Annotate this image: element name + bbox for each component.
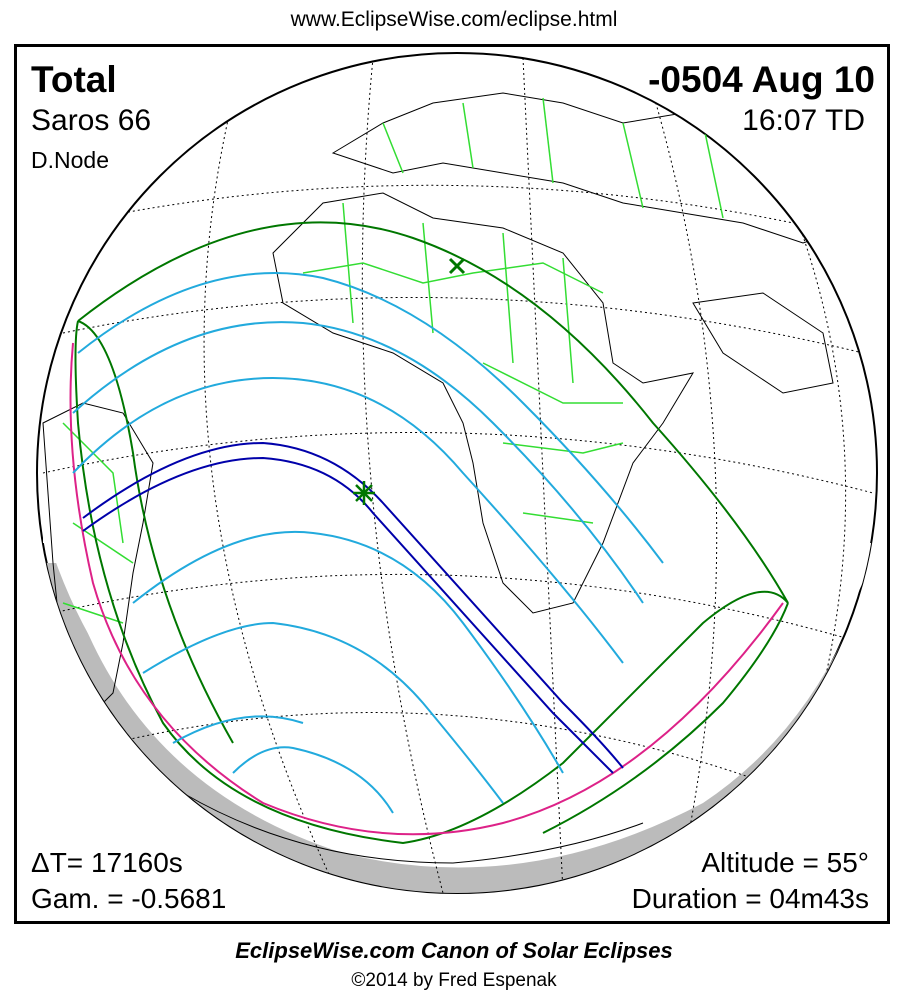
saros-number: Saros 66 (31, 104, 152, 137)
coastlines (42, 92, 834, 864)
sunrise-sunset-curve (69, 342, 784, 836)
antarctica-coast (182, 792, 644, 864)
terminator-fill-inner (43, 523, 877, 848)
penumbral-east-loop (74, 320, 789, 845)
greatest-eclipse-star-icon (353, 481, 375, 505)
eclipse-map-frame: Total -0504 Aug 10 Saros 66 16:07 TD D.N… (14, 44, 890, 924)
footer-copyright: ©2014 by Fred Espenak (351, 970, 557, 991)
footer-title: EclipseWise.com Canon of Solar Eclipses (235, 938, 673, 963)
northern-penumbral-limit (77, 221, 789, 604)
totality-north-limit (82, 441, 624, 769)
eclipse-time: 16:07 TD (742, 104, 865, 137)
arabia-coast (692, 292, 834, 394)
rise-set-lobe (77, 320, 234, 744)
sun-altitude: Altitude = 55° (701, 847, 869, 878)
delta-t: ΔT= 17160s (31, 847, 183, 878)
penumbral-inner-loop (542, 602, 789, 834)
totality-south-limit (82, 456, 614, 774)
africa-coast (272, 192, 695, 614)
source-url: www.EclipseWise.com/eclipse.html (290, 8, 618, 31)
eclipse-date: -0504 Aug 10 (648, 59, 875, 100)
subsolar-marker (448, 257, 466, 275)
night-side-shading (37, 563, 877, 893)
globe-map (36, 52, 878, 894)
lunar-node: D.Node (31, 147, 109, 173)
magnitude-curves (72, 272, 664, 814)
gamma-value: Gam. = -0.5681 (31, 883, 227, 914)
totality-duration: Duration = 04m43s (631, 883, 869, 914)
eclipse-type: Total (31, 59, 117, 100)
